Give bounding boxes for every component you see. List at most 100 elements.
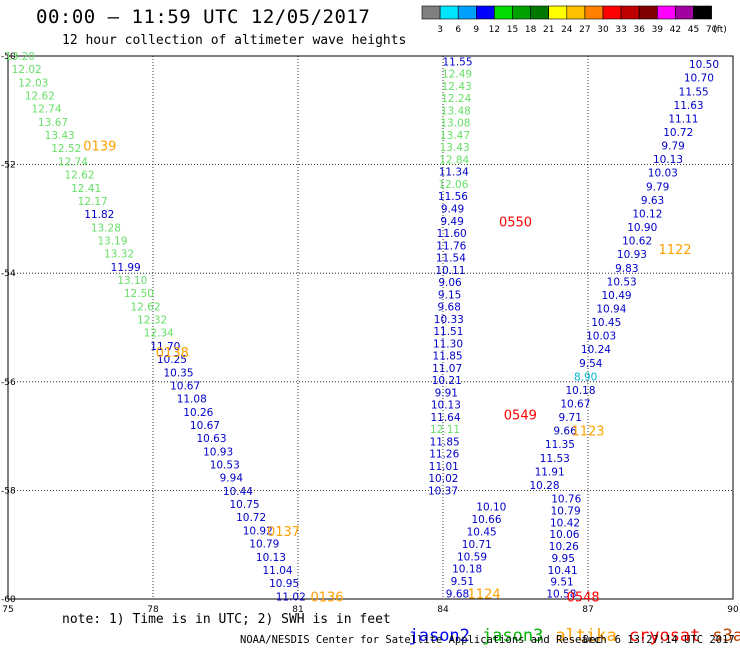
swh-value: 10.66 — [471, 514, 501, 526]
swh-value: 12.11 — [430, 424, 460, 436]
legend-cryosat: cryosat — [628, 626, 701, 646]
swh-value: 11.85 — [433, 351, 463, 363]
pass-time-0136: 0136 — [310, 590, 343, 605]
swh-value: 12.84 — [439, 154, 469, 166]
swh-value: 10.10 — [476, 502, 506, 514]
swh-value: 9.49 — [441, 204, 464, 216]
y-tick--52: -52 — [1, 161, 16, 171]
swh-value: 10.24 — [581, 344, 611, 356]
satellite-legend: jason2 jason3 altika cryosat s3a — [388, 606, 740, 646]
swh-value: 12.62 — [130, 301, 160, 313]
swh-value: 10.79 — [551, 505, 581, 517]
swh-value: 9.63 — [641, 195, 664, 207]
swh-value: 11.08 — [177, 394, 207, 406]
swh-value: 10.13 — [256, 552, 286, 564]
swh-value: 11.53 — [540, 453, 570, 465]
swh-value: 11.82 — [84, 209, 114, 221]
swh-value: 11.56 — [438, 191, 468, 203]
swh-value: 10.76 — [551, 494, 581, 506]
swh-value: 10.71 — [462, 539, 492, 551]
swh-value: 11.64 — [430, 412, 460, 424]
swh-value: 9.79 — [646, 181, 669, 193]
swh-value: 9.79 — [661, 141, 684, 153]
track-right-up: 10.5010.7011.5511.6311.1110.729.7910.131… — [529, 59, 719, 492]
swh-value: 11.26 — [429, 449, 459, 461]
scale-label-18: 18 — [525, 25, 537, 35]
swh-value: 10.59 — [457, 551, 487, 563]
swh-value: 11.04 — [263, 565, 293, 577]
swh-value: 10.26 — [549, 541, 579, 553]
swh-value: 10.03 — [648, 168, 678, 180]
pass-time-1123: 1123 — [571, 425, 604, 440]
swh-value: 10.79 — [249, 539, 279, 551]
swh-value: 12.62 — [25, 91, 55, 103]
swh-value: 10.70 — [684, 73, 714, 85]
swh-value: 10.75 — [230, 499, 260, 511]
swh-value: 10.93 — [617, 249, 647, 261]
y-tick--54: -54 — [1, 269, 16, 279]
scale-label-33: 33 — [615, 25, 626, 35]
swh-value: 11.07 — [432, 363, 462, 375]
swh-value: 12.32 — [137, 315, 167, 327]
swh-value: 11.02 — [276, 591, 306, 603]
pass-time-0138: 0138 — [156, 346, 189, 361]
x-tick-81: 81 — [292, 605, 303, 615]
swh-value: 13.43 — [440, 142, 470, 154]
swh-value: 10.37 — [428, 485, 458, 497]
footer-note: note: 1) Time is in UTC; 2) SWH is in fe… — [62, 612, 391, 627]
x-tick-87: 87 — [582, 605, 593, 615]
pass-time-1122: 1122 — [658, 243, 691, 258]
swh-value: 10.53 — [607, 276, 637, 288]
y-tick--60: -60 — [1, 595, 16, 605]
swh-value: 11.76 — [436, 240, 466, 252]
swh-value: 11.70 — [150, 341, 180, 353]
swh-value: 10.72 — [663, 127, 693, 139]
swh-value: 10.63 — [196, 433, 226, 445]
swh-value: 11.54 — [436, 253, 466, 265]
swh-value: 11.30 — [433, 338, 463, 350]
credit-line: NOAA/NESDIS Center for Satellite Applica… — [240, 634, 607, 646]
swh-value: 10.58 — [546, 589, 576, 601]
swh-value: 10.35 — [163, 367, 193, 379]
scale-unit: (ft) — [713, 25, 727, 35]
swh-value: 9.66 — [553, 426, 577, 438]
pass-time-0549: 0549 — [504, 408, 537, 423]
swh-value: 10.49 — [602, 290, 632, 302]
x-tick-90: 90 — [727, 605, 739, 615]
swh-value: 10.94 — [596, 303, 626, 315]
swh-value: 10.50 — [689, 59, 719, 71]
swh-value: 9.51 — [451, 576, 474, 588]
page-title: 00:00 — 11:59 UTC 12/05/2017 — [36, 6, 371, 28]
swh-value: 12.34 — [144, 328, 174, 340]
swh-value: 12.17 — [78, 196, 108, 208]
pass-time-0548: 0548 — [567, 590, 600, 605]
swh-value: 10.41 — [548, 565, 578, 577]
y-tick--50: -50 — [1, 52, 16, 62]
wave-height-map: 75 78 81 84 87 90 -50 -52 -54 -56 -58 -60 13.2012.02… — [1, 51, 739, 615]
swh-value: 9.95 — [552, 553, 575, 565]
swh-value: 10.67 — [560, 399, 590, 411]
pass-time-0139: 0139 — [83, 140, 116, 155]
swh-value: 10.44 — [223, 486, 253, 498]
swh-value: 10.18 — [565, 385, 595, 397]
x-tick-84: 84 — [437, 605, 449, 615]
swh-value: 10.90 — [627, 222, 657, 234]
swh-value: 9.06 — [438, 277, 462, 289]
swh-value: 10.13 — [431, 400, 461, 412]
swh-value: 10.12 — [632, 208, 662, 220]
swh-value: 12.43 — [442, 81, 472, 93]
swh-value: 13.67 — [38, 117, 68, 129]
swh-value: 10.67 — [170, 380, 200, 392]
swh-value: 10.03 — [586, 331, 616, 343]
swh-value: 10.45 — [591, 317, 621, 329]
swh-value: 12.02 — [12, 64, 42, 76]
swh-value: 10.72 — [236, 512, 266, 524]
swh-value: 10.11 — [435, 265, 465, 277]
swh-value: 12.49 — [442, 69, 472, 81]
scale-label-36: 36 — [633, 25, 645, 35]
swh-value: 10.26 — [183, 407, 213, 419]
scale-label-12: 12 — [489, 25, 500, 35]
page-subtitle: 12 hour collection of altimeter wave hei… — [62, 33, 407, 48]
swh-value: 10.28 — [529, 480, 559, 492]
